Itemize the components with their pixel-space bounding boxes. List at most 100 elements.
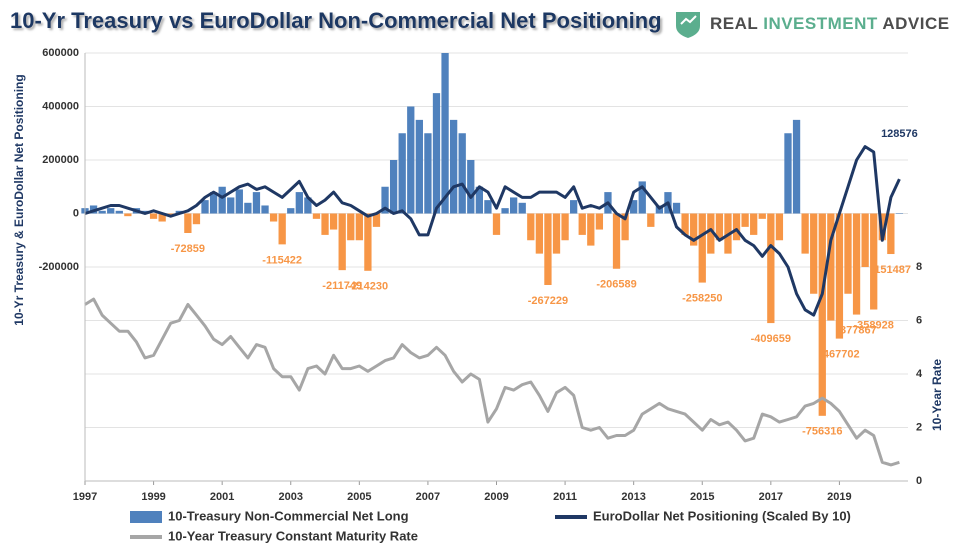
bar [261,205,269,214]
bar [638,181,646,214]
bar [492,213,501,235]
bar [715,213,724,241]
annotation: -409659 [751,333,791,345]
bar [244,202,252,214]
y2-axis-title: 10-Year Rate [930,359,944,431]
bar [304,197,312,214]
bar [107,208,115,214]
x-tick-label: 2011 [553,491,577,503]
y2-tick-label: 4 [916,368,923,380]
bar [201,200,209,214]
bar [321,213,329,235]
bar [398,133,406,214]
bar [612,213,621,269]
bar [278,213,286,245]
bar [389,160,398,214]
annotation: -115422 [262,254,302,266]
annotation: -258250 [682,292,722,304]
bar [527,213,535,241]
bar [510,197,518,214]
bar [269,213,278,222]
bar [287,208,295,214]
legend-label: EuroDollar Net Positioning (Scaled By 10… [593,508,851,523]
chart-title: 10-Yr Treasury vs EuroDollar Non-Commerc… [10,8,662,33]
bar [818,213,826,416]
bar [672,202,681,214]
bar [149,213,158,219]
bar [372,213,381,227]
annotation: -358928 [854,319,894,331]
y-tick-label: 400000 [42,100,79,112]
bar [501,208,509,214]
bar [449,119,458,214]
x-tick-label: 2015 [690,491,714,503]
y-tick-label: 0 [73,207,79,219]
grid [85,52,908,482]
bar [835,213,844,339]
bar [690,213,698,246]
bar [587,213,595,246]
bar [312,213,321,219]
y2-tick-label: 6 [916,314,922,326]
bar [227,197,235,214]
bar [758,213,766,219]
annotation: -756316 [802,426,842,438]
bar [630,200,638,214]
bar [887,213,895,255]
annotation: -211749 [322,280,362,292]
line [84,145,901,317]
annotation: 128576 [881,128,918,140]
x-tick-label: 2009 [484,491,508,503]
bar [184,213,192,233]
line [84,297,900,467]
y2-tick-label: 0 [916,475,922,487]
bar [578,213,586,235]
x-tick-label: 1999 [141,491,165,503]
x-tick-label: 2013 [621,491,645,503]
x-tick-label: 2001 [210,491,234,503]
bar [544,213,552,285]
x-tick-label: 2019 [827,491,851,503]
bar [364,213,372,271]
x-tick-label: 2007 [416,491,440,503]
y-tick-label: 600000 [42,47,79,59]
bar [158,213,166,222]
bar [621,213,629,241]
bar [338,213,346,271]
bar [852,213,861,315]
bar [407,106,415,214]
logo-word: INVESTMENT [763,14,878,33]
annotation: -214230 [348,281,388,293]
bar [192,213,201,225]
bar [895,213,904,214]
annotation: -377867 [836,324,876,336]
bar [844,213,852,294]
bar [870,213,878,310]
bar [535,213,544,254]
annotation: -206589 [596,279,636,291]
bar [115,210,123,214]
bar [432,93,441,214]
bar [861,213,869,267]
bar [518,202,526,214]
bar [741,213,749,227]
legend-label: 10-Year Treasury Constant Maturity Rate [168,528,418,543]
bar [595,213,604,230]
bar [570,200,578,214]
bar [252,192,261,214]
legend-swatch [130,511,162,523]
y-axis-title: 10-Yr Treasury & EuroDollar Net Position… [12,74,26,325]
x-tick-label: 2003 [279,491,303,503]
bar [475,186,483,214]
x-tick-label: 2005 [347,491,371,503]
bar [98,210,106,214]
annotation: -151487 [871,264,911,276]
bar [698,213,706,283]
logo-text: REAL INVESTMENT ADVICE [710,14,950,33]
bar [810,213,818,294]
x-tick-label: 1997 [73,491,97,503]
bar [295,192,303,214]
bar [732,213,741,241]
bar [775,213,784,241]
